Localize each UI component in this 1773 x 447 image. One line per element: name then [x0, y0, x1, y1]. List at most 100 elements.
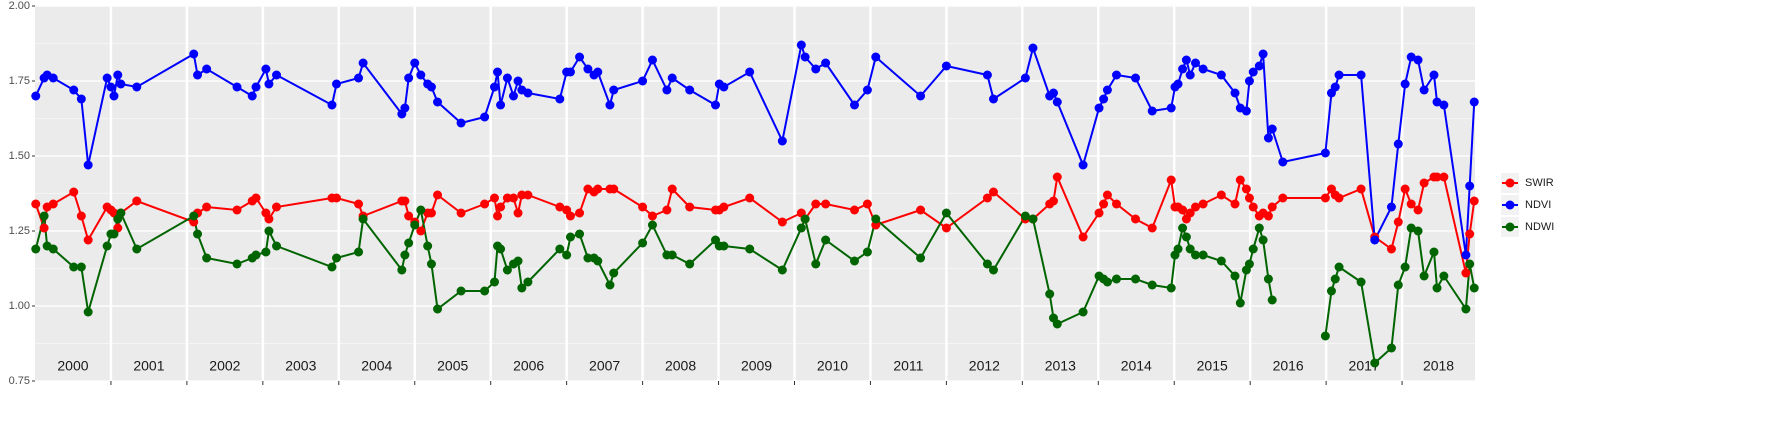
year-label: 2009: [741, 358, 772, 374]
data-point: [609, 85, 619, 95]
data-point: [31, 199, 41, 209]
data-point: [1439, 172, 1449, 182]
year-label: 2005: [437, 358, 468, 374]
data-point: [745, 193, 755, 203]
data-point: [251, 193, 261, 203]
data-point: [871, 52, 881, 62]
data-point: [232, 205, 242, 215]
data-point: [638, 202, 648, 212]
data-point: [1254, 61, 1264, 71]
data-point: [1048, 88, 1058, 98]
data-point: [1244, 193, 1254, 203]
data-point: [513, 76, 523, 86]
data-point: [1241, 184, 1251, 194]
data-point: [1334, 193, 1344, 203]
data-point: [1112, 199, 1122, 209]
data-point: [202, 253, 212, 263]
data-point: [1419, 271, 1429, 281]
data-point: [565, 211, 575, 221]
data-point: [1278, 157, 1288, 167]
data-point: [593, 256, 603, 266]
data-point: [1112, 274, 1122, 284]
y-tick-label: 1.00: [9, 300, 30, 312]
data-point: [1330, 82, 1340, 92]
data-point: [113, 70, 123, 80]
data-point: [1393, 280, 1403, 290]
data-point: [1020, 211, 1030, 221]
data-point: [1432, 283, 1442, 293]
data-point: [116, 79, 126, 89]
data-point: [456, 118, 466, 128]
data-point: [1267, 295, 1277, 305]
data-point: [1173, 244, 1183, 254]
data-point: [1181, 55, 1191, 65]
data-point: [354, 247, 364, 257]
year-label: 2003: [285, 358, 316, 374]
data-point: [327, 262, 337, 272]
data-point: [1469, 196, 1479, 206]
data-point: [397, 265, 407, 275]
data-point: [941, 223, 951, 233]
data-point: [609, 184, 619, 194]
data-point: [719, 82, 729, 92]
data-point: [189, 211, 199, 221]
year-label: 2006: [513, 358, 544, 374]
data-point: [1432, 172, 1442, 182]
data-point: [69, 187, 79, 197]
data-point: [102, 241, 112, 251]
data-point: [1263, 211, 1273, 221]
data-point: [1386, 202, 1396, 212]
year-label: 2002: [209, 358, 240, 374]
data-point: [1419, 85, 1429, 95]
data-point: [48, 199, 58, 209]
data-point: [1216, 190, 1226, 200]
year-label: 2011: [893, 358, 923, 374]
data-point: [1429, 247, 1439, 257]
data-point: [1356, 184, 1366, 194]
data-point: [69, 262, 79, 272]
data-point: [1439, 271, 1449, 281]
data-point: [821, 235, 831, 245]
data-point: [982, 193, 992, 203]
data-point: [1393, 217, 1403, 227]
y-tick-label: 2.00: [9, 0, 30, 12]
data-point: [1078, 160, 1088, 170]
data-point: [711, 100, 721, 110]
data-point: [1429, 70, 1439, 80]
data-point: [517, 283, 527, 293]
data-point: [264, 214, 274, 224]
data-point: [796, 223, 806, 233]
data-point: [496, 202, 506, 212]
data-point: [1078, 307, 1088, 317]
data-point: [202, 202, 212, 212]
data-point: [685, 259, 695, 269]
data-point: [647, 211, 657, 221]
data-point: [1320, 193, 1330, 203]
data-point: [1461, 304, 1471, 314]
y-tick-label: 1.50: [9, 150, 30, 162]
data-point: [1244, 259, 1254, 269]
data-point: [496, 100, 506, 110]
data-point: [513, 256, 523, 266]
data-point: [1099, 94, 1109, 104]
data-point: [849, 256, 859, 266]
data-point: [232, 82, 242, 92]
data-point: [811, 64, 821, 74]
data-point: [1052, 97, 1062, 107]
data-point: [400, 196, 410, 206]
data-point: [638, 238, 648, 248]
data-point: [489, 277, 499, 287]
data-point: [426, 259, 436, 269]
data-point: [39, 223, 49, 233]
data-point: [1230, 271, 1240, 281]
data-point: [1147, 280, 1157, 290]
data-point: [1278, 193, 1288, 203]
legend-label: SWIR: [1525, 177, 1554, 189]
data-point: [272, 241, 282, 251]
data-point: [1216, 70, 1226, 80]
data-point: [410, 58, 420, 68]
data-point: [1230, 88, 1240, 98]
data-point: [132, 244, 142, 254]
year-label: 2018: [1423, 358, 1454, 374]
